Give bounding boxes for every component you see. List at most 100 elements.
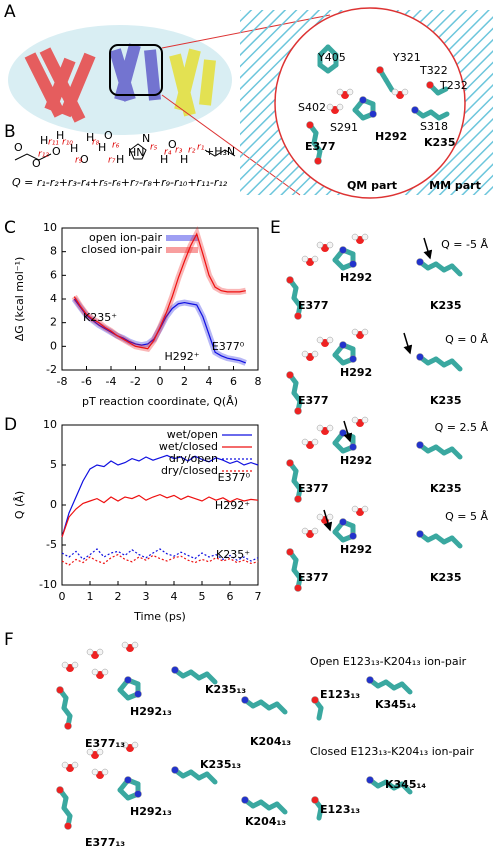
water [336, 88, 344, 96]
annotation: H292⁺ [215, 499, 250, 512]
y-tick-label: 10 [43, 221, 57, 234]
bond [316, 705, 324, 721]
label: r₆ [112, 141, 120, 151]
region-label: MM part [429, 179, 481, 192]
atom [134, 790, 142, 798]
panel-label: A [4, 2, 16, 22]
label: E377₁₃ [85, 737, 125, 750]
label: r₁₂ [38, 150, 49, 160]
molecules [14, 44, 463, 830]
label: E377 [298, 299, 328, 312]
label: E377 [298, 394, 328, 407]
label: r₃ [175, 146, 183, 156]
label: Q = 5 Å [445, 510, 488, 523]
y-tick-label: 4 [50, 292, 57, 305]
water [71, 661, 79, 669]
water [326, 424, 334, 432]
legend-swatch [166, 235, 198, 241]
bond [449, 446, 463, 460]
annotation: K235⁺ [216, 548, 250, 561]
label: r₁ [197, 143, 205, 153]
water [86, 748, 94, 756]
atom [416, 441, 424, 449]
y-tick-label: 5 [50, 458, 57, 471]
water [311, 527, 319, 535]
label: H [56, 129, 64, 142]
water [351, 328, 359, 336]
atom [366, 676, 374, 684]
label: T232 [439, 79, 468, 92]
label: H292 [340, 366, 372, 379]
label: E123₁₃ [320, 803, 360, 816]
x-axis-label: Time (ps) [133, 610, 186, 623]
legend-label: dry/closed [161, 464, 218, 477]
arrow [423, 237, 433, 260]
bond [117, 787, 131, 801]
label: H292₁₃ [130, 705, 172, 718]
atom [416, 530, 424, 538]
bond [399, 781, 413, 795]
water [361, 328, 369, 336]
y-axis-label: ΔG (kcal mol⁻¹) [13, 257, 26, 342]
y-tick-label: -2 [46, 363, 57, 376]
legend-label: dry/open [169, 452, 218, 465]
atom [294, 312, 302, 320]
x-tick-label: 4 [206, 375, 213, 388]
label: K345₁₄ [375, 698, 416, 711]
atom [286, 548, 294, 556]
y-tick-label: 6 [50, 268, 57, 281]
series-line [61, 548, 259, 562]
x-tick-label: 6 [227, 590, 234, 603]
atom [311, 696, 319, 704]
water [391, 88, 399, 96]
label: r₄ [164, 148, 172, 158]
panel-label: E [270, 218, 281, 238]
atom [56, 686, 64, 694]
panel-label: D [4, 415, 17, 435]
bond [435, 86, 449, 96]
atom [134, 690, 142, 698]
label: O [52, 145, 61, 158]
label: E377 [305, 140, 335, 153]
atom [349, 532, 357, 540]
label: Closed E123₁₃-K204₁₃ ion-pair [310, 745, 474, 758]
water [351, 416, 359, 424]
atom [171, 666, 179, 674]
water [86, 648, 94, 656]
x-tick-label: 3 [143, 590, 150, 603]
water [346, 88, 354, 96]
water [101, 668, 109, 676]
x-tick-label: 2 [115, 590, 122, 603]
water [311, 255, 319, 263]
label: r₁₀ [62, 138, 73, 148]
x-tick-label: 2 [181, 375, 188, 388]
y-tick-label: -10 [39, 578, 57, 591]
series-line [61, 454, 259, 538]
label: O [32, 157, 41, 170]
atom [124, 676, 132, 684]
atom [311, 796, 319, 804]
x-tick-label: -6 [81, 375, 92, 388]
water [351, 505, 359, 513]
bond [449, 358, 463, 372]
label: r₂ [188, 146, 196, 156]
y-tick-label: -5 [46, 538, 57, 551]
y-tick-label: 8 [50, 245, 57, 258]
water [91, 768, 99, 776]
label: O [104, 129, 113, 142]
label: K235₁₃ [205, 683, 246, 696]
label: Y321 [392, 51, 421, 64]
water [131, 641, 139, 649]
atom [411, 106, 419, 114]
water [361, 505, 369, 513]
label: +H₃N [205, 145, 235, 158]
label: r₁₁ [48, 138, 59, 148]
label: S318 [420, 120, 448, 133]
label: K204₁₃ [245, 815, 286, 828]
water [311, 350, 319, 358]
label: E377 [298, 482, 328, 495]
bond [352, 107, 366, 121]
atom [369, 110, 377, 118]
x-tick-label: -4 [106, 375, 117, 388]
legend-label: closed ion-pair [81, 243, 162, 256]
